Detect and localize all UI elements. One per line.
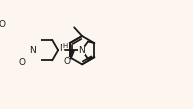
Text: H: H <box>62 43 67 49</box>
Text: O: O <box>63 57 70 66</box>
Text: N: N <box>30 46 36 55</box>
Text: O: O <box>0 20 6 29</box>
Text: O: O <box>18 58 25 67</box>
Text: N: N <box>59 44 66 54</box>
Text: N: N <box>78 46 85 55</box>
